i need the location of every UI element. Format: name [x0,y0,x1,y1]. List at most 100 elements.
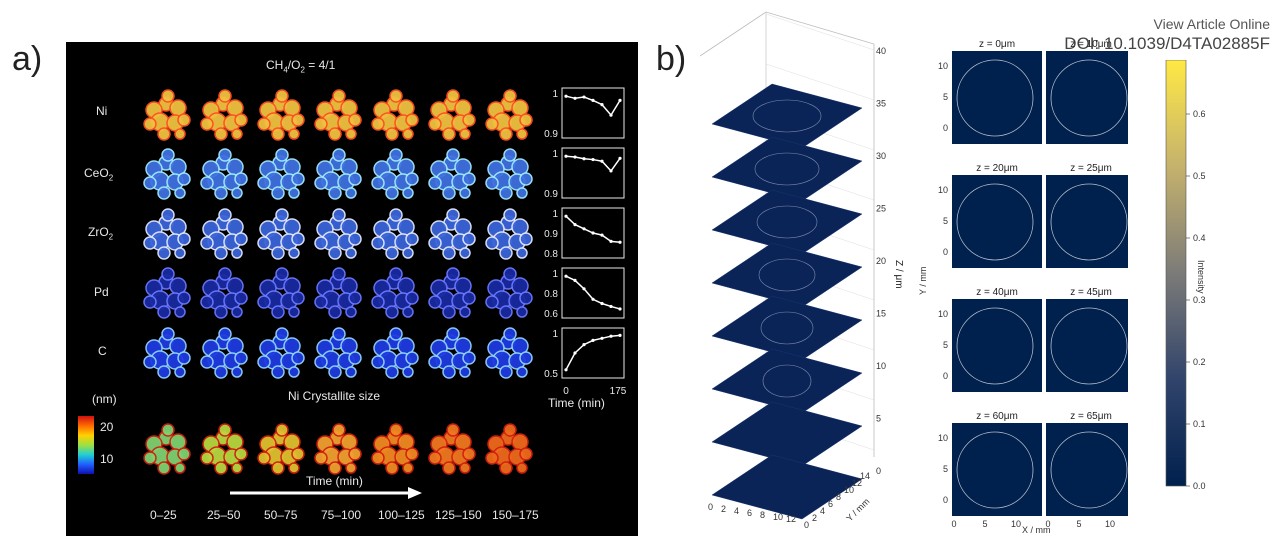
row-label-ni: Ni [96,104,108,118]
sample-map-zro2-5 [428,208,476,260]
slice-panel-1: z = 10μm [1046,39,1128,144]
mini-chart-frame [561,327,625,379]
mini-chart-point [591,98,595,102]
stack-ytick: 2 [812,513,817,523]
sample-map-zro2-0 [143,208,191,260]
mini-chart-point [609,113,613,117]
stack-slice-plane [711,242,863,308]
slice-grid: z = 0μm 10 5 0 z = 10μm z = 20μm 10 5 0 z = 25μm z… [918,39,1128,535]
intensity-colorbar: 0.6 0.5 0.4 0.3 0.2 0.1 0.0 Intensity [1165,60,1206,490]
mini-chart-point [600,233,604,237]
sample-map-ni-1 [200,89,248,141]
sample-map-crystallite-5 [428,423,476,475]
mini-chart-point [564,214,568,218]
mini-chart-2: 1 0.9 0.8 [544,207,625,260]
view-online-link[interactable]: View Article Online [1153,16,1270,32]
intensity-colorbar-tick: 0.0 [1193,481,1206,490]
nm-label: (nm) [92,392,117,406]
mini-chart-1: 10.9 [544,147,625,200]
slice-panel-7: z = 65μm 0 5 10 [1045,411,1128,529]
sample-map-zro2-4 [371,208,419,260]
mini-chart-4: 10.5 [544,327,625,380]
mini-chart-point [564,94,568,98]
slice-ring [1050,431,1128,509]
mini-chart-ytick: 0.9 [544,129,558,140]
mini-chart-point [591,338,595,342]
sample-map-ceo2-1 [200,148,248,200]
sample-map-crystallite-3 [314,423,362,475]
mini-chart-ytick: 0.8 [544,289,558,300]
sample-map-grid [143,89,533,475]
stack-ytick: 0 [804,520,809,530]
stack-ytick: 14 [860,471,870,481]
slice-image [1046,299,1128,392]
sample-map-pd-4 [371,267,419,319]
sample-map-zro2-1 [200,208,248,260]
stack-ytick: 12 [852,478,862,488]
sample-map-ni-4 [371,89,419,141]
mini-chart-0: 10.9 [544,87,625,140]
crystallite-label: Ni Crystallite size [288,389,381,403]
mini-chart-ytick: 1 [552,329,558,340]
time-bin-label: 125–150 [435,508,482,522]
slice-xtick: 10 [1105,519,1115,529]
stack-slice-ring [752,99,822,133]
panel-b-label: b) [656,40,687,78]
slice-ring [1050,183,1128,261]
mini-chart-point [609,304,613,309]
mini-chart-frame [561,147,625,199]
intensity-colorbar-label: Intensity [1196,260,1206,294]
slice-xtick: 0 [1045,519,1050,529]
mini-chart-point [618,98,622,102]
mini-chart-point [600,103,604,107]
slice-panel-6: z = 60μm 10 5 0 0 5 10 [938,411,1042,529]
slice-title: z = 25μm [1070,163,1112,174]
sample-map-ni-2 [257,89,305,141]
slice-xlabel: X / mm [1022,525,1051,535]
sample-map-pd-2 [257,267,305,319]
slice-panel-3: z = 25μm [1046,163,1128,268]
mini-chart-point [582,227,586,231]
slice-panel-2: z = 20μm 10 5 0 [938,163,1042,268]
sample-map-ni-6 [485,89,533,141]
slice-title: z = 60μm [976,411,1018,422]
mini-chart-point [600,301,604,306]
slice-ytick: 5 [943,464,948,474]
mini-chart-point [564,154,568,158]
slice-title: z = 45μm [1070,287,1112,298]
intensity-colorbar-tick: 0.1 [1193,419,1206,429]
colorbar-tick-20: 20 [100,420,114,434]
stack-ytick: 6 [828,499,833,509]
mini-chart-point [609,239,613,243]
slice-ytick: 10 [938,185,948,195]
slice-ytick: 0 [943,371,948,381]
mini-chart-point [582,343,586,347]
mini-chart-point [591,231,595,235]
slice-ytick: 10 [938,433,948,443]
slice-title: z = 0μm [979,39,1015,50]
mini-chart-point [573,96,577,100]
colorbar-tick-10: 10 [100,452,114,466]
sample-map-c-5 [428,327,476,379]
slice-title: z = 65μm [1070,411,1112,422]
stack-gridline [765,63,875,101]
sample-map-c-1 [200,327,248,379]
mini-chart-point [573,155,577,159]
doi-text: DOI: 10.1039/D4TA02885F [1064,34,1270,53]
time-bin-label: 75–100 [321,508,362,522]
sample-map-ceo2-4 [371,148,419,200]
time-bin-label: 25–50 [207,508,241,522]
stack-xtick: 6 [747,508,752,518]
stack-slice-ring [760,311,814,345]
sample-map-crystallite-0 [143,423,191,475]
sample-map-ni-3 [314,89,362,141]
stack-ytick: 8 [836,492,841,502]
slice-xtick: 5 [982,519,987,529]
intensity-colorbar-gradient [1165,60,1187,487]
crystallite-colorbar [78,416,94,474]
stack-ztick: 40 [876,46,886,56]
sample-map-crystallite-1 [200,423,248,475]
mini-chart-3: 1 0.8 0.6 [544,267,625,320]
mini-chart-ytick: 0.9 [544,189,558,200]
mini-chart-ytick: 1 [552,149,558,160]
